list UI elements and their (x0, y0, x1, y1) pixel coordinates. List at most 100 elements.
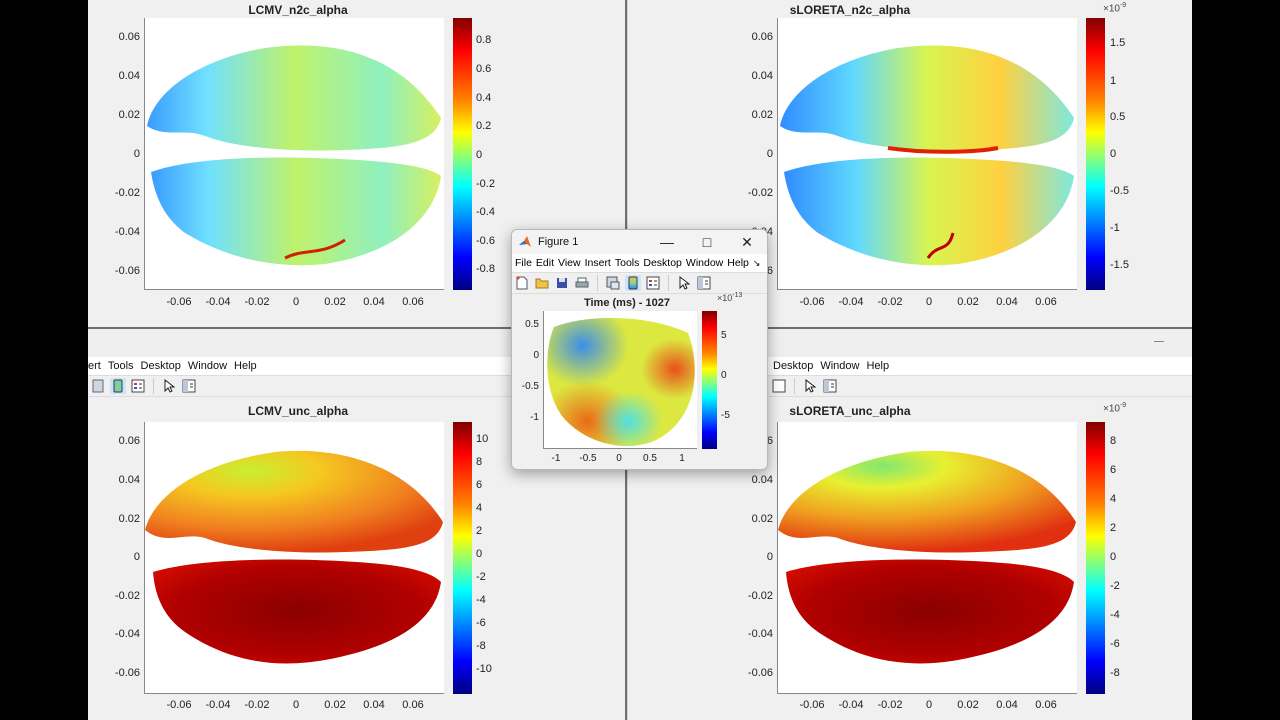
property-inspector-icon[interactable] (822, 378, 838, 394)
colorbar-tick: 0.6 (476, 63, 492, 75)
x-tick: -0.04 (838, 699, 864, 711)
x-tick: -0.02 (877, 699, 903, 711)
y-tick: 0.06 (118, 31, 140, 43)
pointer-icon[interactable] (676, 275, 692, 291)
menu-view[interactable]: View (558, 257, 581, 269)
x-tick: 0.06 (402, 699, 424, 711)
menu-help[interactable]: Help (234, 360, 257, 372)
menu-insert[interactable]: ert (88, 360, 101, 372)
legend-icon[interactable] (645, 275, 661, 291)
brain-surface-axes[interactable] (144, 422, 444, 694)
close-button[interactable]: ✕ (741, 233, 753, 250)
menu-tools[interactable]: Tools (614, 257, 640, 269)
topography-axes[interactable] (543, 311, 697, 449)
y-tick: 0.02 (118, 513, 140, 525)
colorbar-tick: 0.2 (476, 120, 492, 132)
brain-surface-axes[interactable] (777, 18, 1077, 290)
x-tick: -0.02 (244, 296, 270, 308)
colorbar-icon[interactable] (625, 275, 641, 291)
x-tick: 0.02 (324, 699, 346, 711)
colorbar-tick: 0 (1110, 551, 1117, 563)
pointer-icon[interactable] (802, 378, 818, 394)
y-tick: -0.04 (114, 226, 140, 238)
y-tick: -0.04 (114, 628, 140, 640)
y-tick: -0.06 (114, 265, 140, 277)
property-inspector-icon[interactable] (181, 378, 197, 394)
y-tick: 0.04 (118, 474, 140, 486)
menu-window[interactable]: Window (187, 360, 228, 372)
save-icon[interactable] (554, 275, 570, 291)
colorbar-tick: -0.8 (476, 263, 495, 275)
colorbar[interactable] (702, 311, 717, 449)
toolbar (628, 375, 1192, 397)
y-tick: -0.02 (114, 590, 140, 602)
plot-title: Time (ms) - 1027 (583, 297, 670, 309)
print-icon[interactable] (574, 275, 590, 291)
x-tick: -0.04 (205, 296, 231, 308)
link-plot-icon[interactable] (605, 275, 621, 291)
x-tick: -0.06 (166, 296, 192, 308)
figure-window-sloreta-n2c: sLORETA_n2c_alpha ×10-9 0.06 0.04 0.02 0… (627, 0, 1192, 326)
menu-desktop[interactable]: Desktop (643, 257, 682, 269)
brain-surface-plot (778, 450, 1076, 664)
x-tick: 0.06 (1035, 699, 1057, 711)
menu-file[interactable]: File (515, 257, 532, 269)
menu-help[interactable]: Help (866, 360, 890, 372)
menu-window[interactable]: Window (685, 257, 724, 269)
menu-tools[interactable]: Tools (107, 360, 134, 372)
colorbar-tick: -0.2 (476, 178, 495, 190)
brain-surface-plot (780, 45, 1074, 266)
brain-surface-axes[interactable] (777, 422, 1077, 694)
colorbar-tick: 1 (1110, 75, 1117, 87)
y-tick: 0.02 (751, 513, 773, 525)
legend-icon[interactable] (130, 378, 146, 394)
menu-window[interactable]: Window (820, 360, 860, 372)
menu-help[interactable]: Help (727, 257, 749, 269)
plot-title: LCMV_unc_alpha (247, 404, 349, 418)
menu-edit[interactable]: Edit (535, 257, 555, 269)
open-file-icon[interactable] (534, 275, 550, 291)
minimize-button[interactable] (1154, 341, 1164, 342)
menu-desktop[interactable]: Desktop (140, 360, 181, 372)
menu-desktop[interactable]: Desktop (773, 360, 814, 372)
maximize-button[interactable]: □ (702, 234, 712, 250)
dock-arrow-icon[interactable]: ↘ (752, 257, 761, 268)
pointer-icon[interactable] (161, 378, 177, 394)
y-tick: 0 (766, 148, 773, 160)
colorbar[interactable] (1086, 18, 1105, 290)
colorbar[interactable] (453, 18, 472, 290)
property-inspector-icon[interactable] (696, 275, 712, 291)
colorbar[interactable] (1086, 422, 1105, 694)
figure-1-canvas: Time (ms) - 1027 ×10-13 (512, 292, 767, 469)
window-titlebar[interactable]: Figure 1 (512, 230, 767, 254)
colorbar[interactable] (453, 422, 472, 694)
menu-insert[interactable]: Insert (584, 257, 611, 269)
colorbar-tick: -0.4 (476, 206, 495, 218)
colorbar-exponent: ×10-9 (1103, 2, 1127, 15)
colorbar-tick: 10 (476, 433, 489, 445)
window-controls: — □ ✕ (647, 230, 767, 254)
minimize-button[interactable]: — (660, 234, 674, 250)
y-tick: 0.06 (118, 435, 140, 447)
y-tick: -0.06 (747, 667, 773, 679)
colorbar-tick: -0.5 (1110, 185, 1129, 197)
x-tick: -0.02 (877, 296, 903, 308)
x-tick: 0.04 (363, 699, 385, 711)
colorbar-tick: 8 (1110, 435, 1117, 447)
x-tick: 1 (679, 453, 685, 464)
brain-surface-axes[interactable] (144, 18, 444, 290)
colorbar-icon[interactable] (110, 378, 126, 394)
new-figure-icon[interactable] (514, 275, 530, 291)
colorbar-tick: 8 (476, 456, 483, 468)
colorbar-tick: 0 (721, 370, 727, 381)
legend-icon[interactable] (771, 378, 787, 394)
colorbar-tick: 0 (1110, 148, 1117, 160)
link-plot-icon[interactable] (90, 378, 106, 394)
colorbar-tick: -4 (1110, 609, 1120, 621)
figure-1-window[interactable]: Figure 1 — □ ✕ File Edit View Insert Too… (511, 229, 768, 470)
x-tick: 0.06 (1035, 296, 1057, 308)
colorbar-exponent: ×10-13 (717, 292, 743, 303)
colorbar-tick: 0 (476, 548, 483, 560)
colorbar-tick: 0.8 (476, 34, 492, 46)
colorbar-tick: 5 (721, 330, 727, 341)
